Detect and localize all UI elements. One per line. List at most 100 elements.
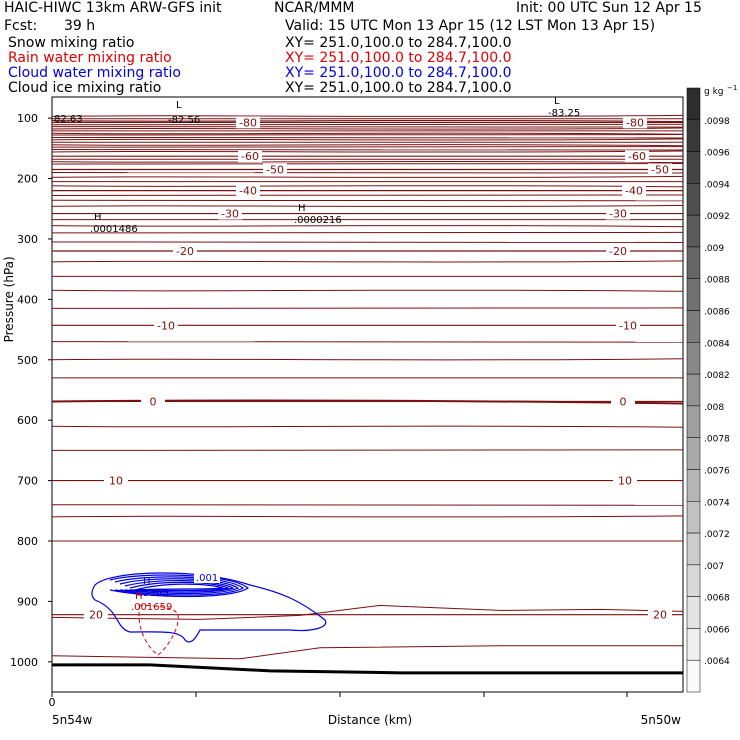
temperature-label: -50 (651, 163, 669, 176)
left-edge-value: 82.63 (54, 114, 83, 125)
label-bg (104, 474, 128, 487)
colorbar-cell (686, 87, 701, 121)
temperature-line (51, 146, 684, 148)
temperature-line (51, 604, 684, 620)
field-cloudice-label: Cloud ice mixing ratio (8, 80, 162, 96)
temperature-label: -20 (176, 245, 194, 258)
label-bg (263, 163, 287, 176)
temperature-line (51, 515, 684, 518)
field-cloudice-xy: XY= 251.0,100.0 to 284.7,100.0 (285, 80, 512, 96)
temperature-line (51, 307, 684, 310)
colorbar-label: .009 (704, 244, 724, 254)
label-bg (606, 207, 630, 220)
temperature-label: 10 (618, 475, 632, 488)
label-bg (616, 319, 640, 332)
terrain-line (52, 663, 683, 675)
temperature-line (51, 171, 684, 174)
cloud-water-contour (119, 578, 240, 595)
extremum-type: L (554, 96, 560, 107)
colorbar: .0098 .0096 .0094 .0092 .009 .0088 .0086 .0084.… (686, 84, 737, 693)
temperature-line (51, 138, 684, 141)
label-bg (236, 184, 260, 197)
x-axis-title: Distance (km) (328, 713, 412, 727)
init-time: Init: 00 UTC Sun 12 Apr 15 (516, 0, 702, 16)
y-axis-title: Pressure (hPa) (2, 256, 16, 342)
extremum-value: -82.56 (168, 115, 200, 126)
extremum-value: .5369 (140, 588, 169, 599)
colorbar-label: .0074 (704, 498, 730, 508)
temperature-line (51, 134, 684, 136)
extremum-type: H (94, 212, 102, 223)
temperature-line (51, 260, 684, 263)
extremum-value: .0001486 (90, 224, 138, 235)
colorbar-label: .0078 (704, 435, 730, 445)
label-bg (625, 150, 649, 163)
x-endpoint-right: 5n50w (641, 713, 682, 727)
model-title: HAIC-HIWC 13km ARW-GFS init (4, 0, 222, 16)
temperature-label: -50 (266, 163, 284, 176)
temperature-line (51, 358, 684, 361)
extremum-type: H (143, 576, 151, 587)
cloud-water-contours: .001 (91, 572, 327, 643)
org-label: NCAR/MMM (274, 0, 355, 16)
extremum-type: H (135, 591, 143, 602)
field-rain-label: Rain water mixing ratio (8, 50, 172, 66)
temperature-label: -30 (221, 208, 239, 221)
temperature-label: -60 (241, 150, 259, 163)
cloud-water-contour (91, 572, 327, 643)
colorbar-label: .008 (704, 403, 724, 413)
temperature-label: 0 (620, 395, 627, 408)
forecast-hour: 39 h (64, 18, 96, 34)
temperature-label: -30 (609, 208, 627, 221)
colorbar-cell (686, 246, 701, 279)
temperature-line (51, 241, 684, 243)
field-snow-label: Snow mixing ratio (8, 35, 135, 51)
label-bg (194, 572, 220, 583)
temperature-line (51, 148, 684, 151)
rain-contour (138, 604, 179, 656)
colorbar-label: .0096 (704, 149, 730, 159)
field-snow-xy: XY= 251.0,100.0 to 284.7,100.0 (285, 35, 512, 51)
colorbar-label: .0066 (704, 625, 730, 635)
temperature-line (51, 123, 684, 126)
colorbar-cell (686, 628, 701, 661)
temperature-line (51, 127, 684, 130)
plot-border (51, 96, 684, 693)
temperature-line (51, 185, 684, 188)
colorbar-cell (686, 278, 701, 311)
temperature-line (51, 132, 684, 135)
x-endpoint-left: 5n54w (52, 713, 93, 727)
label-bg (238, 150, 262, 163)
label-bg (613, 474, 637, 487)
colorbar-cell (686, 405, 701, 438)
temperature-label: -10 (157, 319, 175, 332)
colorbar-cell (686, 437, 701, 470)
temperature-line (51, 199, 684, 202)
field-cloudwater-label: Cloud water mixing ratio (8, 65, 181, 81)
label-bg (141, 395, 165, 408)
label-bg (648, 163, 672, 176)
colorbar-cell (686, 310, 701, 343)
temperature-line (51, 175, 684, 178)
label-bg (606, 245, 630, 258)
colorbar-label: .0082 (704, 371, 730, 381)
temperature-line (51, 119, 684, 123)
colorbar-label: .0098 (704, 117, 730, 127)
plot-frame (51, 96, 684, 693)
y-tick-label: 200 (17, 173, 38, 186)
label-bg (236, 116, 260, 129)
colorbar-label: .007 (704, 562, 724, 572)
x-tick-label: 0 (49, 696, 56, 709)
temperature-line (51, 449, 684, 451)
temperature-line (51, 289, 684, 292)
colorbar-cell (686, 596, 701, 629)
colorbar-label: .0092 (704, 212, 730, 222)
contour-labels: -80 -80-60 -60-50 -50-40 -40-30 -30-20 -20-10-… (54, 96, 672, 622)
extremum-type: H (298, 203, 306, 214)
temperature-line (51, 204, 684, 207)
temperature-line (51, 126, 684, 128)
cloud-water-contour (114, 576, 245, 596)
temperature-line (51, 150, 684, 153)
temperature-line (51, 163, 684, 165)
label-bg (611, 395, 635, 408)
